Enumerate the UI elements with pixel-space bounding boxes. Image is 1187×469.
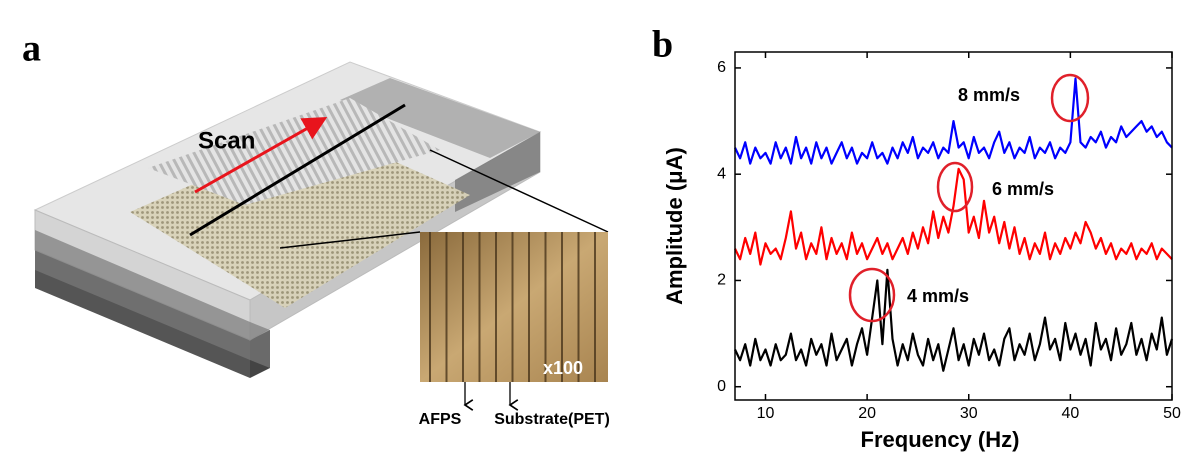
plot-area: 10 20 30 40 50 0 2 4 6 8 mm/s 6 mm/s 4 mm/s	[717, 51, 1181, 422]
scan-label: Scan	[198, 127, 255, 154]
peak-circle	[1050, 73, 1090, 123]
x-tick-label: 10	[757, 405, 775, 422]
plot-frame	[734, 51, 1173, 401]
x-tick-label: 40	[1061, 405, 1079, 422]
x-axis-label: Frequency (Hz)	[861, 427, 1020, 452]
annotation: 4 mm/s	[907, 286, 969, 306]
data-line	[734, 268, 1174, 372]
peak-circle	[848, 267, 896, 323]
y-tick-label: 0	[717, 378, 726, 395]
y-tick-label: 6	[717, 59, 726, 76]
x-tick-label: 20	[858, 405, 876, 422]
annotation: 8 mm/s	[958, 85, 1020, 105]
annotation: 6 mm/s	[992, 179, 1054, 199]
panel-label: a	[22, 28, 41, 70]
afps-label: AFPS	[419, 411, 462, 428]
y-tick-label: 4	[717, 165, 726, 182]
magnification-label: x100	[543, 358, 583, 378]
device-illustration	[33, 61, 609, 405]
x-tick-label: 50	[1163, 405, 1181, 422]
panel-label: b	[652, 24, 673, 66]
x-tick-label: 30	[960, 405, 978, 422]
data-line	[734, 77, 1173, 165]
y-tick-label: 2	[717, 272, 726, 289]
y-axis-label: Amplitude (μA)	[662, 147, 687, 305]
peak-circle	[936, 161, 974, 213]
substrate-label: Substrate(PET)	[494, 411, 610, 428]
data-line	[734, 167, 1173, 266]
